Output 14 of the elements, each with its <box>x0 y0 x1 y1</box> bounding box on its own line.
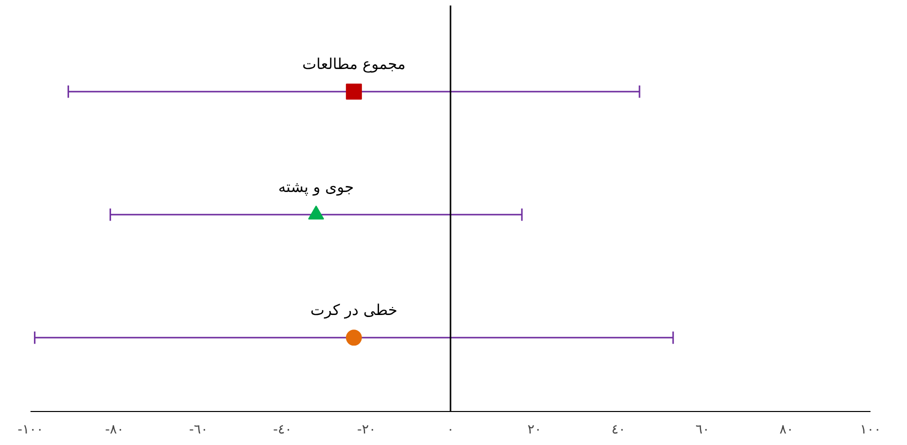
x-tick-label: ٨٠ <box>780 422 794 438</box>
x-tick-label: ٠ <box>447 422 454 438</box>
x-tick-label: -٨٠ <box>105 422 124 438</box>
x-tick-label: -١٠٠ <box>18 422 44 438</box>
x-tick-label: -٤٠ <box>273 422 292 438</box>
x-tick-label: ٢٠ <box>528 422 542 438</box>
x-tick-label: -٢٠ <box>357 422 376 438</box>
x-tick-label: ٤٠ <box>612 422 626 438</box>
x-tick-label: -٦٠ <box>189 422 208 438</box>
series-label: جوی و پشته <box>278 178 354 196</box>
series-label: خطی در کرت <box>310 301 398 320</box>
series-label: مجموع مطالعات <box>302 55 406 74</box>
x-tick-label: ٦٠ <box>696 422 710 438</box>
x-tick-label: ١٠٠ <box>860 422 881 438</box>
